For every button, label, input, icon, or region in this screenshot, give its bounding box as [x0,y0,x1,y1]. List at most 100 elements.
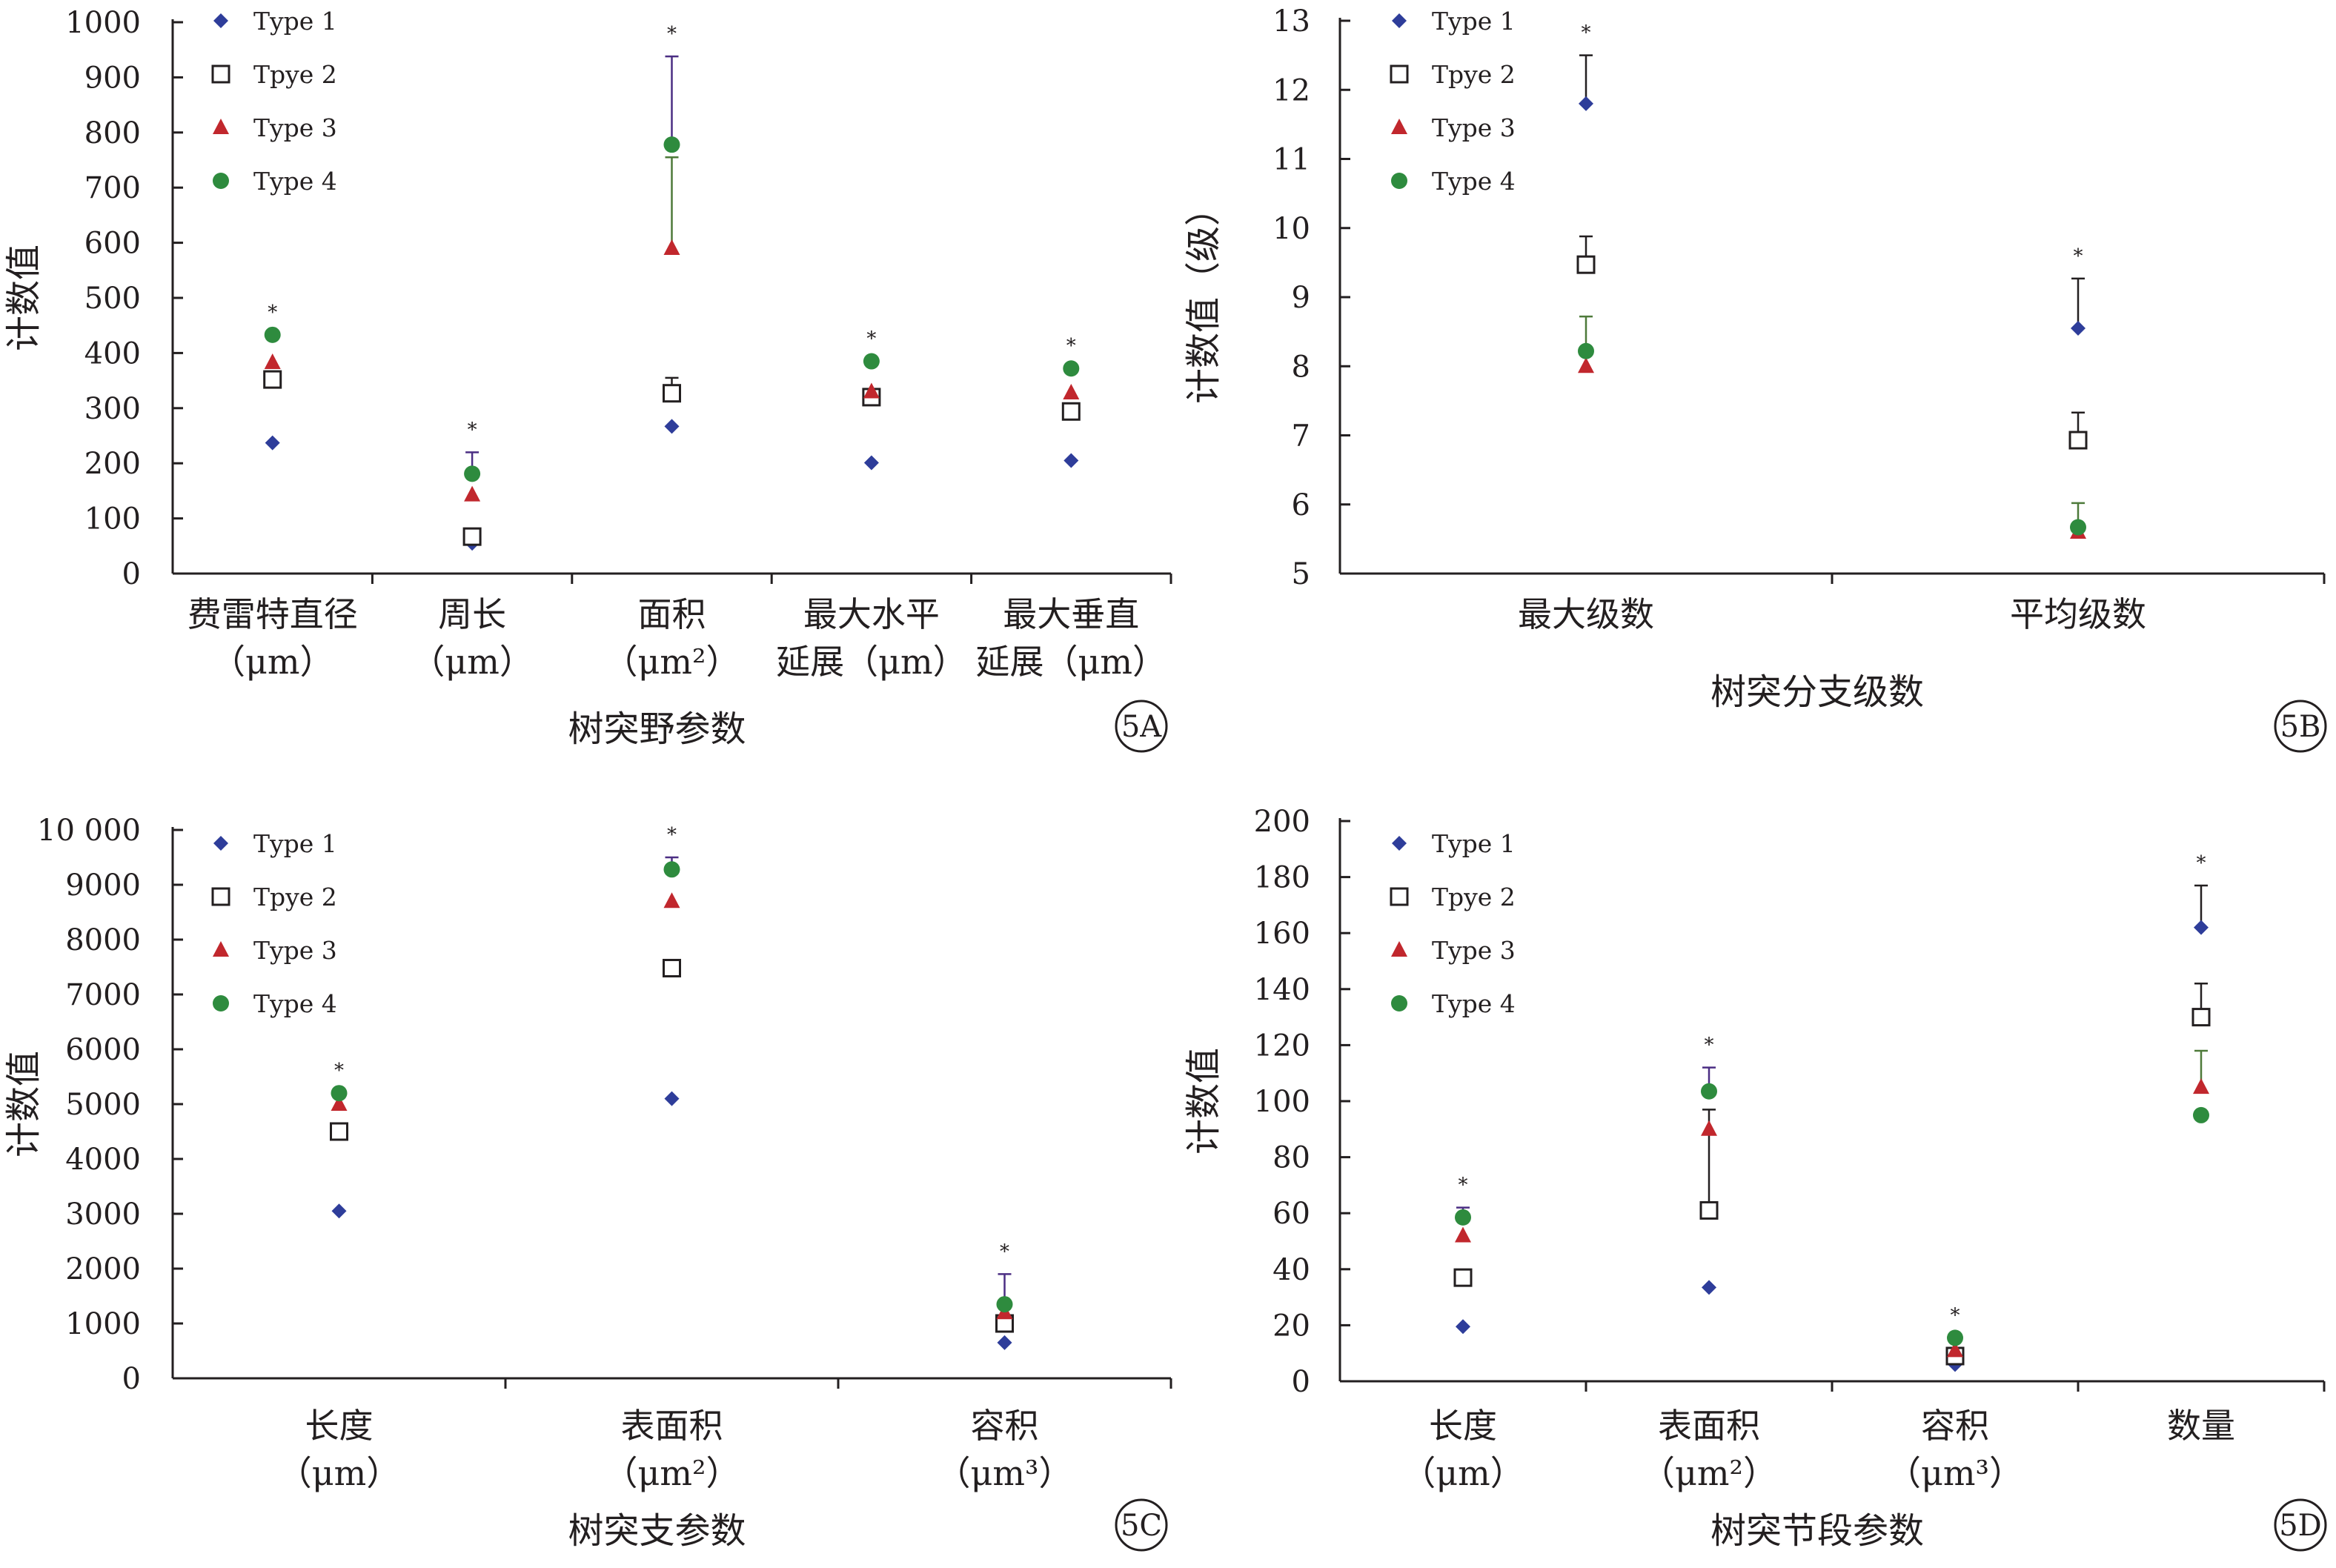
x-category-label: 容积 [1921,1406,1989,1446]
legend-label: Type 3 [253,936,337,965]
significance-star: * [667,23,677,45]
data-point [1061,402,1081,421]
panel-tag-label: 5B [2280,710,2321,744]
legend-label: Type 1 [1432,7,1516,36]
y-tick-label: 3000 [65,1197,141,1232]
y-tick-label: 60 [1272,1197,1310,1231]
legend-marker [213,995,229,1011]
significance-star: * [866,328,876,351]
data-point [2193,1078,2209,1094]
series-type-4 [264,136,1080,482]
significance-star: * [1459,1175,1468,1197]
x-category-label: （μm） [211,642,334,682]
panel-tag-label: 5C [1121,1509,1162,1543]
legend-label: Type 4 [1432,989,1516,1018]
x-category-label: （μm） [1401,1453,1524,1493]
data-point [1699,1200,1719,1220]
data-point [264,353,281,370]
x-category-label: （μm²） [1641,1453,1777,1493]
y-tick-label: 2000 [65,1252,141,1286]
significance-star: * [468,419,477,441]
data-point [1063,360,1080,377]
series-type-4 [331,861,1013,1313]
y-tick-label: 120 [1254,1029,1310,1063]
x-category-label: 最大水平 [803,594,940,634]
data-point [331,1203,347,1219]
panel-tag-circle [2274,700,2327,753]
significance-star: * [2074,245,2083,268]
legend-label: Type 1 [253,829,337,858]
significance-star: * [334,1060,344,1082]
legend-label: Type 1 [1432,829,1516,858]
legend-label: Type 4 [1432,167,1516,196]
data-point [2191,1008,2211,1027]
chart-panel-5d: 0 20 40 60 80 100 120 140 160 180 200 长度 （μm） 表面积 （μm²… [1183,805,2327,1552]
legend-label: Type 3 [1432,936,1516,965]
legend-marker [1392,13,1407,28]
legend-label: Type 1 [253,7,337,36]
data-point [1455,1209,1471,1226]
x-axis-title: 树突节段参数 [1710,1510,1924,1552]
y-tick-label: 8000 [65,923,141,957]
y-tick-label: 7000 [65,978,141,1012]
data-point [863,455,879,471]
x-category-label: （μm²） [604,1453,740,1493]
y-tick-label: 5 [1292,557,1310,591]
y-tick-label: 700 [84,171,141,205]
significance-star: * [1000,1240,1009,1263]
data-point [331,1095,348,1111]
x-category-label: 长度 [1429,1406,1497,1446]
data-point [1456,1319,1470,1335]
legend-marker [213,836,228,851]
y-tick-label: 100 [84,502,141,536]
data-point [997,1335,1012,1350]
data-point [2068,431,2088,450]
y-tick-label: 160 [1254,917,1310,951]
series-type-3 [264,239,1080,502]
y-axis-title: 计数值 [1183,1048,1224,1155]
data-point [1947,1341,1963,1358]
y-tick-label: 5000 [65,1088,141,1122]
data-point [265,435,280,451]
y-tick-label: 1000 [65,6,141,40]
data-point [663,861,680,878]
y-tick-label: 9000 [65,868,141,903]
data-point [663,892,680,908]
panel-tag-circle [1115,700,1168,753]
chart-panel-5a: 0 100 200 300 400 500 600 700 800 900 1000 费雷特直径 （μm… [3,6,1172,753]
data-point [1579,96,1593,111]
series-type-4 [1578,342,2086,536]
legend-marker [211,64,230,84]
legend-marker [1390,887,1409,906]
y-tick-label: 600 [84,227,141,261]
series-type-1 [1579,96,2086,336]
panel-tag-label: 5A [1121,710,1162,744]
data-point [1063,383,1080,399]
y-tick-label: 200 [1254,805,1310,839]
legend-marker [1390,64,1409,84]
significance-star: * [1066,335,1076,357]
y-tick-label: 140 [1254,973,1310,1007]
legend-label: Tpye 2 [253,883,337,911]
y-tick-label: 40 [1272,1253,1310,1287]
series-type-1 [265,419,1079,551]
data-point [1947,1329,1963,1346]
y-axis-title: 计数值（级） [1183,190,1224,404]
panel-tag-circle [2274,1498,2327,1552]
data-point [1578,357,1594,373]
legend-marker [211,887,230,906]
y-tick-label: 1000 [65,1307,141,1341]
y-tick-label: 80 [1272,1141,1310,1175]
data-point [1453,1268,1473,1287]
y-tick-label: 4000 [65,1143,141,1177]
legend-label: Type 4 [253,989,337,1018]
x-category-label: （μm） [411,642,534,682]
y-tick-label: 13 [1272,4,1310,39]
data-point [1702,1280,1716,1295]
x-category-label: （μm） [278,1453,401,1493]
panel-tag-label: 5D [2279,1509,2322,1543]
legend-marker [1391,995,1407,1011]
x-category-label: 最大垂直 [1003,594,1139,634]
